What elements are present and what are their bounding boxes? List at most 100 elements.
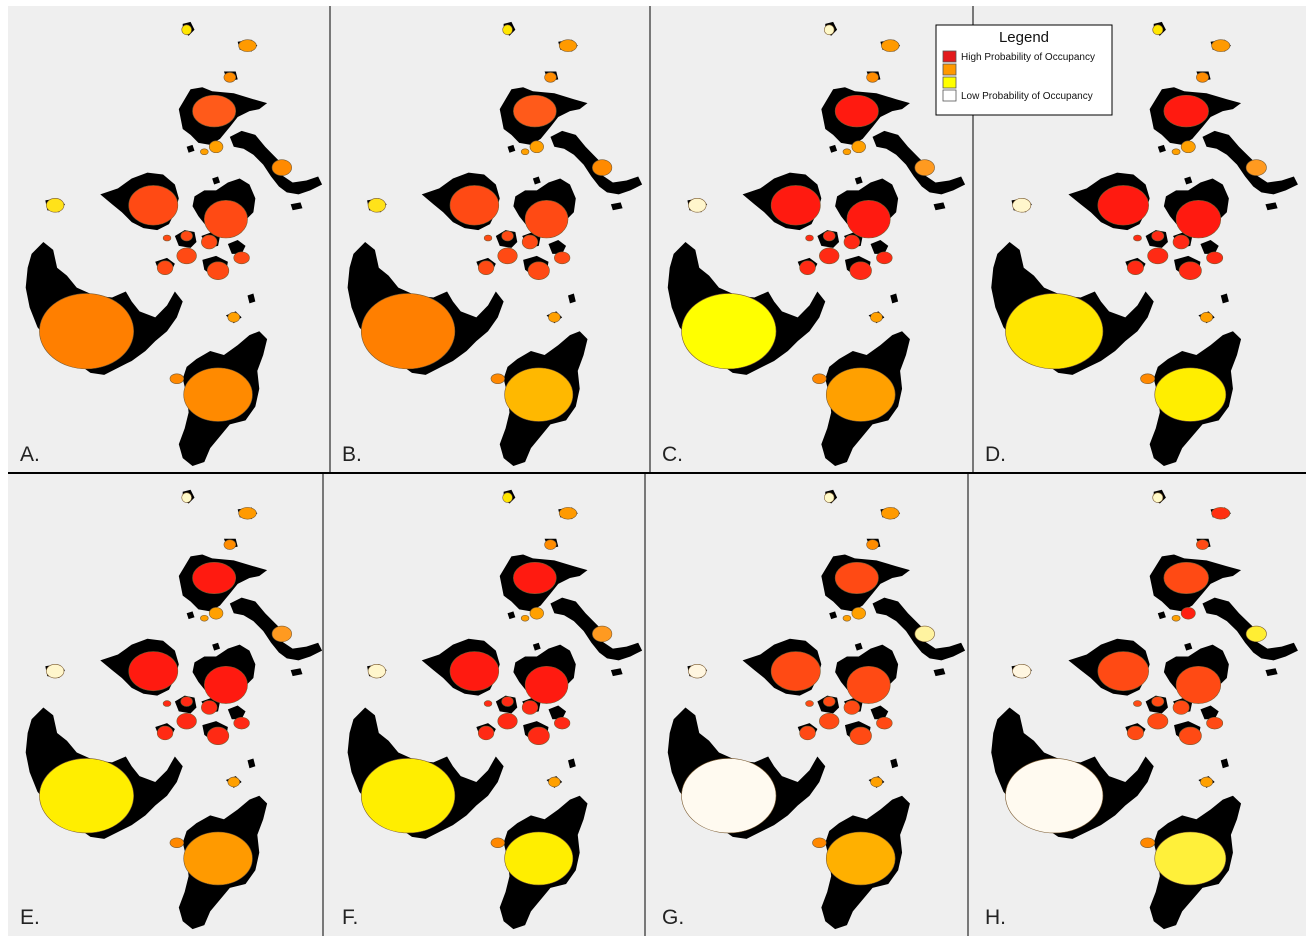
occupancy-site-c1 — [449, 651, 500, 692]
occupancy-site-sm1 — [823, 230, 836, 242]
occupancy-site-n1 — [181, 492, 192, 503]
occupancy-site-m2 — [1140, 373, 1156, 385]
occupancy-site-sm7 — [1133, 234, 1142, 242]
occupancy-site-c1 — [1097, 185, 1149, 226]
occupancy-site-sm2 — [521, 700, 539, 715]
occupancy-site-sw — [1012, 664, 1032, 679]
panel-label: F. — [342, 906, 358, 929]
occupancy-site-s3 — [208, 607, 224, 620]
occupancy-site-bs — [842, 614, 852, 622]
panel-borders — [8, 6, 1306, 936]
occupancy-site-m1 — [1200, 776, 1213, 788]
map-panel-h: H. — [973, 474, 1306, 936]
legend-swatch — [942, 89, 957, 102]
occupancy-site-sm7 — [1133, 700, 1142, 707]
occupancy-site-n2 — [558, 39, 578, 52]
occupancy-site-bot — [1154, 367, 1227, 422]
occupancy-site-big — [360, 758, 456, 834]
occupancy-site-n3 — [223, 539, 237, 550]
occupancy-site-bot — [1154, 831, 1227, 886]
occupancy-site-c1 — [770, 651, 821, 692]
occupancy-site-n2 — [1211, 39, 1231, 52]
occupancy-site-big — [39, 758, 134, 834]
occupancy-site-n3 — [223, 72, 237, 83]
occupancy-site-bot — [825, 831, 896, 886]
occupancy-site-sm3 — [819, 713, 840, 730]
occupancy-site-sw — [367, 664, 386, 679]
legend-swatch — [942, 63, 957, 76]
occupancy-site-sm5 — [477, 725, 495, 741]
occupancy-site-bs — [842, 148, 852, 156]
legend-title: Legend — [999, 29, 1049, 46]
occupancy-site-sm4 — [849, 261, 872, 280]
map-panel-f: F. — [330, 474, 650, 936]
occupancy-site-m1 — [548, 776, 561, 788]
occupancy-site-s1 — [1163, 94, 1209, 128]
occupancy-site-s3 — [1180, 607, 1196, 620]
occupancy-site-sm7 — [162, 700, 172, 707]
legend-swatch — [942, 76, 957, 89]
occupancy-site-sm1 — [501, 696, 514, 707]
occupancy-site-bot — [504, 831, 574, 886]
occupancy-site-bs — [1171, 148, 1181, 156]
occupancy-site-sm2 — [1172, 234, 1190, 250]
occupancy-site-sm7 — [483, 700, 493, 707]
occupancy-site-c2 — [846, 200, 891, 239]
occupancy-site-sm3 — [497, 247, 518, 265]
occupancy-site-sw — [688, 664, 707, 679]
occupancy-site-c1 — [128, 185, 179, 226]
occupancy-site-c1 — [1097, 651, 1149, 692]
occupancy-site-sw — [1012, 198, 1032, 213]
occupancy-site-bot — [183, 367, 253, 422]
occupancy-site-big — [1005, 758, 1104, 834]
occupancy-site-n2 — [238, 39, 257, 52]
occupancy-site-n2 — [558, 507, 578, 520]
occupancy-site-sm2 — [843, 700, 861, 715]
occupancy-site-sm1 — [823, 696, 836, 707]
occupancy-site-sm7 — [805, 700, 814, 707]
occupancy-site-s1 — [1163, 562, 1209, 594]
occupancy-site-sm3 — [176, 713, 197, 730]
occupancy-site-n2 — [238, 507, 257, 520]
occupancy-site-bot — [504, 367, 574, 422]
occupancy-site-sm2 — [1172, 700, 1190, 715]
occupancy-site-s3 — [529, 140, 544, 154]
occupancy-site-n1 — [181, 24, 192, 36]
occupancy-site-sm1 — [1151, 230, 1165, 242]
occupancy-site-bs — [1171, 614, 1181, 622]
occupancy-site-big — [39, 293, 134, 370]
map-land — [25, 21, 323, 467]
occupancy-site-m2 — [812, 837, 827, 848]
panel-label: C. — [662, 443, 683, 466]
occupancy-site-bs — [200, 148, 209, 156]
map-panel-e: E. — [8, 474, 330, 936]
occupancy-site-m1 — [548, 312, 561, 323]
occupancy-site-m1 — [870, 312, 883, 323]
panel-label: H. — [985, 906, 1006, 929]
occupancy-site-sm2 — [201, 700, 218, 715]
occupancy-site-sm5 — [156, 260, 174, 275]
occupancy-site-bot — [183, 831, 253, 886]
occupancy-site-m2 — [1140, 837, 1156, 848]
occupancy-site-sm3 — [176, 247, 197, 265]
occupancy-site-sm7 — [483, 234, 493, 242]
map-land — [667, 21, 966, 467]
map-land — [667, 489, 966, 930]
map-land — [25, 489, 323, 930]
occupancy-site-big — [360, 293, 456, 370]
occupancy-site-m2 — [812, 373, 827, 385]
occupancy-site-s3 — [851, 607, 866, 620]
occupancy-site-c1 — [770, 185, 821, 226]
occupancy-site-m1 — [227, 776, 240, 788]
occupancy-site-m1 — [227, 312, 240, 323]
occupancy-site-n3 — [1196, 539, 1209, 550]
occupancy-site-sw — [367, 198, 386, 213]
occupancy-site-s3 — [529, 607, 544, 620]
occupancy-site-sm4 — [1178, 726, 1202, 746]
occupancy-site-c2 — [846, 665, 891, 704]
occupancy-site-sm6 — [554, 716, 571, 730]
legend-item-label: High Probability of Occupancy — [961, 52, 1095, 63]
map-panel-b: B. — [330, 6, 650, 473]
occupancy-site-sw — [46, 198, 65, 213]
